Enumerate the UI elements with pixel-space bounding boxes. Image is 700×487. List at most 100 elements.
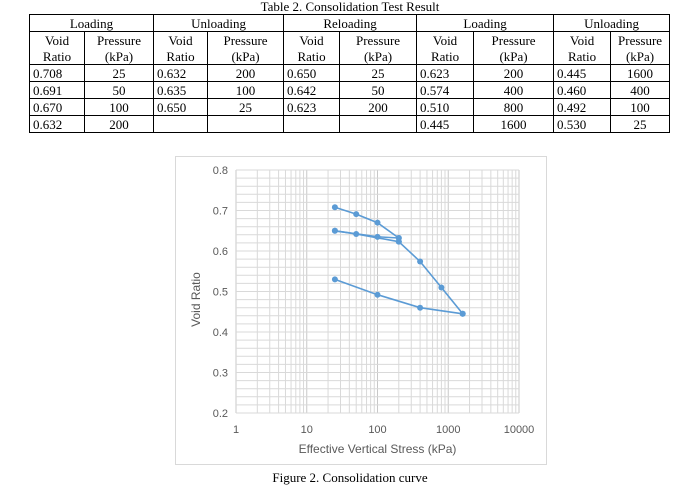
column-header-unit: (kPa) xyxy=(83,48,155,65)
table-cell: 0.642 xyxy=(283,81,341,99)
table-group-header-row: Loading Unloading Reloading Loading Unlo… xyxy=(28,14,671,32)
table-cell: 0.445 xyxy=(553,64,612,82)
series-line xyxy=(334,278,463,315)
column-header-unit: (kPa) xyxy=(207,48,285,65)
table-cell: 400 xyxy=(610,81,671,99)
y-tick-label: 0.4 xyxy=(213,327,228,339)
series-line xyxy=(398,241,464,315)
table-row: 0.632 200 0.445 1600 0.530 25 xyxy=(29,115,671,133)
table-cell: 25 xyxy=(83,64,155,82)
y-axis-title: Void Ratio xyxy=(189,272,203,327)
x-tick-label: 1000 xyxy=(436,424,460,436)
x-tick-label: 10000 xyxy=(504,424,535,436)
column-header: Pressure xyxy=(339,31,418,48)
column-header: Pressure xyxy=(83,31,155,48)
x-tick-label: 100 xyxy=(368,424,386,436)
column-header-unit: Ratio xyxy=(553,48,612,65)
column-header-unit: Ratio xyxy=(29,48,85,65)
consolidation-table: Loading Unloading Reloading Loading Unlo… xyxy=(28,14,671,133)
table-cell: 100 xyxy=(610,98,671,116)
table-cell: 0.670 xyxy=(29,98,85,116)
table-cell: 50 xyxy=(339,81,418,99)
group-header: Unloading xyxy=(553,14,671,32)
column-header-unit: Ratio xyxy=(153,48,209,65)
table-cell: 400 xyxy=(473,81,555,99)
data-point xyxy=(353,230,360,237)
data-point xyxy=(459,310,466,317)
table-cell: 25 xyxy=(610,115,671,133)
table-cell: 0.708 xyxy=(29,64,85,82)
group-header: Reloading xyxy=(283,14,418,32)
table-caption: Table 2. Consolidation Test Result xyxy=(260,0,440,14)
table-cell: 0.510 xyxy=(416,98,475,116)
column-header: Void xyxy=(153,31,209,48)
y-tick-label: 0.3 xyxy=(213,368,228,380)
table-cell: 0.632 xyxy=(29,115,85,133)
column-header-unit: (kPa) xyxy=(610,48,671,65)
table-column-header-row-2: Ratio (kPa) Ratio (kPa) Ratio (kPa) Rati… xyxy=(29,48,671,65)
data-point xyxy=(438,284,445,291)
column-header-unit: Ratio xyxy=(283,48,341,65)
table-cell xyxy=(153,115,209,133)
table-cell: 1600 xyxy=(610,64,671,82)
table-cell: 0.445 xyxy=(416,115,475,133)
column-header-unit: (kPa) xyxy=(339,48,418,65)
group-header: Unloading xyxy=(153,14,285,32)
data-point xyxy=(374,291,381,298)
table-cell: 25 xyxy=(207,98,285,116)
column-header: Void xyxy=(416,31,475,48)
table-cell: 0.632 xyxy=(153,64,209,82)
data-point xyxy=(417,304,424,311)
table-row: 0.670 100 0.650 25 0.623 200 0.510 800 0… xyxy=(29,98,671,116)
x-tick-label: 1 xyxy=(233,424,239,436)
table-cell: 0.492 xyxy=(553,98,612,116)
table-cell: 0.460 xyxy=(553,81,612,99)
table-cell xyxy=(339,115,418,133)
column-header: Pressure xyxy=(207,31,285,48)
column-header: Void xyxy=(553,31,612,48)
data-point xyxy=(374,219,381,226)
group-header: Loading xyxy=(416,14,555,32)
data-point xyxy=(331,227,338,234)
y-tick-label: 0.2 xyxy=(213,408,228,420)
data-point xyxy=(331,204,338,211)
table-cell: 0.650 xyxy=(153,98,209,116)
table-cell: 200 xyxy=(207,64,285,82)
column-header: Void xyxy=(283,31,341,48)
group-header: Loading xyxy=(28,14,155,32)
table-cell: 0.691 xyxy=(29,81,85,99)
data-point xyxy=(417,258,424,265)
table-cell: 0.623 xyxy=(416,64,475,82)
figure-caption: Figure 2. Consolidation curve xyxy=(272,470,428,485)
table-cell: 1600 xyxy=(473,115,555,133)
y-tick-label: 0.7 xyxy=(213,206,228,218)
table-cell: 0.623 xyxy=(283,98,341,116)
table-cell xyxy=(283,115,341,133)
table-cell: 0.530 xyxy=(553,115,612,133)
column-header: Pressure xyxy=(473,31,555,48)
table-cell: 100 xyxy=(83,98,155,116)
table-cell: 200 xyxy=(473,64,555,82)
table-cell: 0.650 xyxy=(283,64,341,82)
table-cell: 800 xyxy=(473,98,555,116)
column-header-unit: (kPa) xyxy=(473,48,555,65)
table-row: 0.708 25 0.632 200 0.650 25 0.623 200 0.… xyxy=(29,64,671,82)
consolidation-chart: 0.2 0.3 0.4 0.5 0.6 0.7 0.8 1 10 100 1000 10000 Effe… xyxy=(189,165,535,456)
y-tick-label: 0.5 xyxy=(213,287,228,299)
table-column-header-row: Void Pressure Void Pressure Void Pressur… xyxy=(29,31,671,48)
column-header: Pressure xyxy=(610,31,671,48)
table-cell: 25 xyxy=(339,64,418,82)
table-cell: 0.635 xyxy=(153,81,209,99)
table-cell: 50 xyxy=(83,81,155,99)
chart-frame: 0.2 0.3 0.4 0.5 0.6 0.7 0.8 1 10 100 1000 10000 Effe… xyxy=(175,156,547,465)
column-header-unit: Ratio xyxy=(416,48,475,65)
table-cell: 0.574 xyxy=(416,81,475,99)
x-axis-title: Effective Vertical Stress (kPa) xyxy=(299,442,457,456)
column-header: Void xyxy=(29,31,85,48)
data-point xyxy=(353,211,360,218)
data-point xyxy=(395,238,402,245)
table-cell xyxy=(207,115,285,133)
table-cell: 200 xyxy=(83,115,155,133)
table-cell: 100 xyxy=(207,81,285,99)
y-tick-label: 0.6 xyxy=(213,246,228,258)
